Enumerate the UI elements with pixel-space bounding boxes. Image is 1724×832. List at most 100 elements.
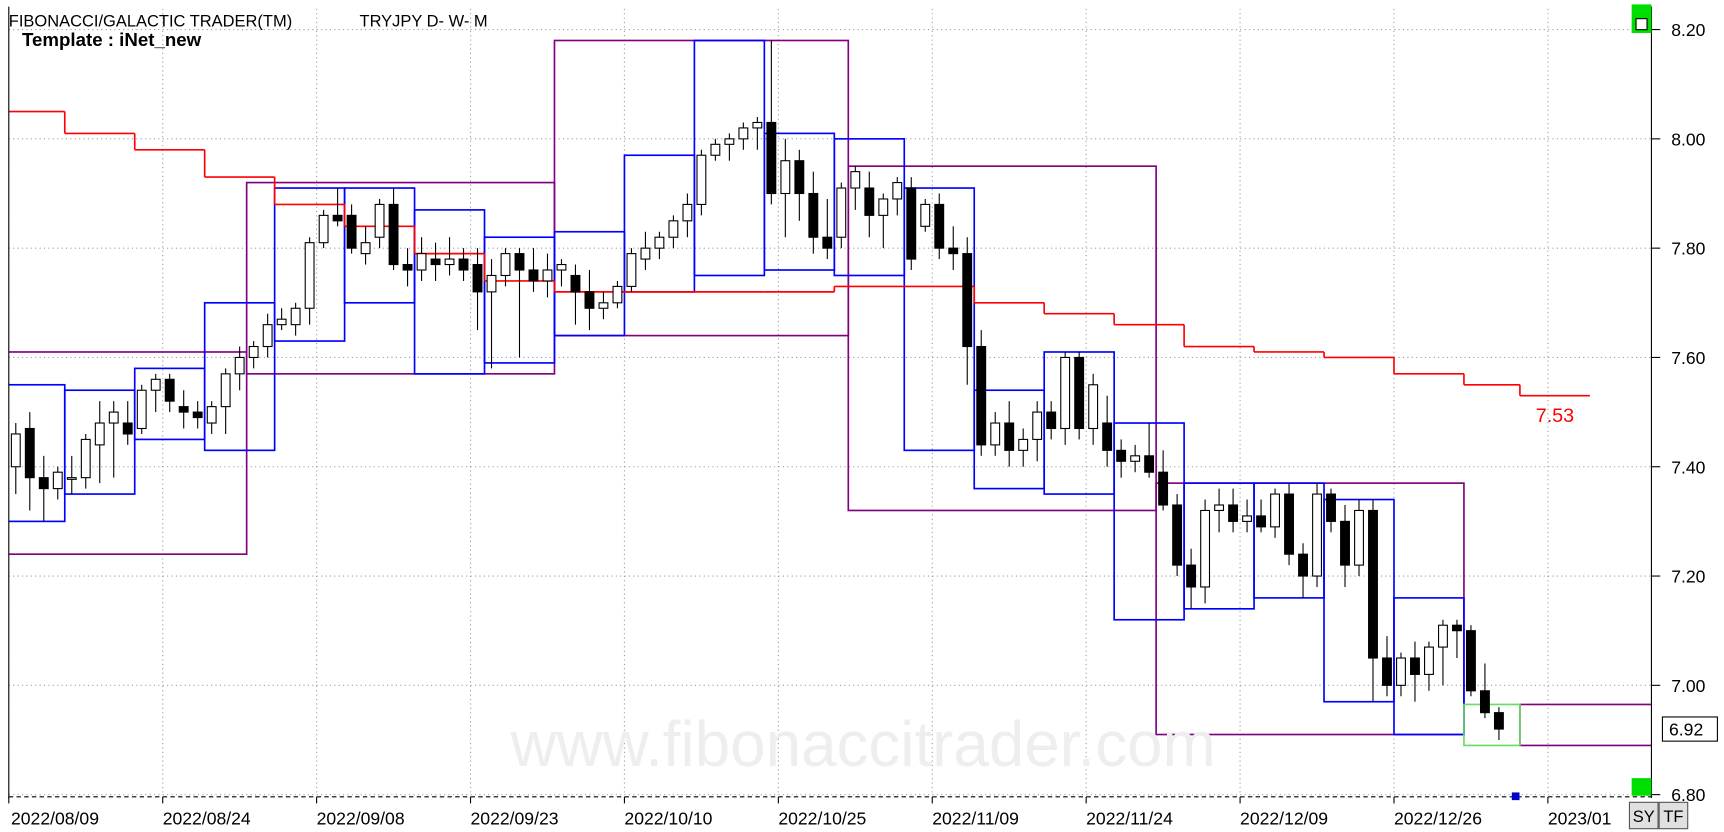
y-tick-label: 7.00	[1671, 676, 1705, 696]
candle-body	[584, 291, 595, 309]
candle-body	[598, 302, 609, 309]
candle-body	[1186, 564, 1197, 588]
weekly-box	[1393, 597, 1465, 736]
x-tick-label: 2022/11/09	[932, 808, 1019, 828]
candle-body	[836, 187, 847, 238]
candle-body	[430, 258, 441, 266]
candle-body	[696, 154, 707, 205]
candle-body	[486, 274, 497, 293]
candle-body	[990, 422, 1001, 446]
weekly-box	[1463, 703, 1521, 747]
candle-body	[458, 258, 469, 271]
candle-body	[1200, 509, 1211, 588]
x-tick-label: 2022/09/08	[317, 808, 405, 828]
top-indicator-icon	[1635, 18, 1648, 31]
candle-body	[1228, 504, 1239, 522]
candle-body	[570, 274, 581, 293]
candle-body	[444, 258, 455, 266]
candle-body	[360, 242, 371, 255]
y-tick-label: 7.40	[1671, 457, 1705, 477]
candle-body	[122, 422, 133, 435]
candle-body	[38, 477, 49, 490]
candle-body	[892, 182, 903, 200]
candle-body	[332, 214, 343, 222]
y-tick-label: 8.00	[1671, 129, 1705, 149]
candle-body	[1018, 438, 1029, 451]
candle-body	[1424, 646, 1434, 675]
y-tick-label: 7.20	[1671, 567, 1705, 587]
candle-body	[976, 345, 987, 446]
candle-body	[192, 411, 203, 419]
tf-button[interactable]	[1658, 801, 1689, 830]
candle-body	[1465, 630, 1476, 692]
candle-body	[808, 192, 819, 238]
x-tick-label: 2022/10/25	[778, 808, 866, 828]
candle-body	[1032, 411, 1043, 440]
last-price-label: 6.92	[1669, 720, 1703, 740]
x-tick-label: 2022/12/26	[1394, 808, 1482, 828]
x-tick-label: 2022/09/23	[471, 808, 559, 828]
candle-body	[1144, 455, 1155, 473]
chart-subtitle: TRYJPY D- W- M	[360, 12, 488, 30]
sy-button-label[interactable]: SY	[1633, 808, 1655, 826]
candle-body	[738, 127, 749, 140]
candle-body	[1368, 509, 1378, 659]
candle-body	[1060, 356, 1071, 430]
candle-body	[374, 203, 385, 238]
x-tick-label: 2022/12/09	[1240, 808, 1328, 828]
x-tick-label: 2022/10/10	[624, 808, 712, 828]
candle-body	[178, 406, 189, 413]
monthly-box	[847, 165, 1157, 512]
candle-body	[640, 247, 651, 260]
candle-body	[1074, 356, 1085, 430]
candle-body	[52, 471, 63, 490]
bottom-indicator	[1631, 778, 1652, 796]
candle-body	[514, 253, 525, 271]
weekly-box	[203, 301, 276, 452]
candle-body	[80, 438, 91, 479]
candle-body	[850, 171, 861, 189]
candle-body	[654, 236, 665, 249]
resistance-label: 7.53	[1536, 405, 1574, 427]
candle-body	[794, 160, 805, 195]
candle-body	[1004, 422, 1015, 451]
candle-body	[206, 406, 217, 424]
candle-body	[612, 285, 623, 304]
chart-title: FIBONACCI/GALACTIC TRADER(TM)	[9, 12, 292, 30]
candle-body	[164, 378, 175, 402]
candle-body	[668, 220, 679, 238]
weekly-box	[63, 389, 136, 495]
candle-body	[220, 373, 231, 408]
sy-button[interactable]	[1628, 801, 1659, 830]
x-tick-label: 2023/01	[1548, 808, 1612, 828]
tf-button-label[interactable]: TF	[1663, 808, 1683, 826]
y-tick-label: 6.80	[1671, 785, 1705, 805]
candle-body	[234, 356, 245, 375]
candle-body	[1256, 515, 1267, 528]
candle-body	[1270, 493, 1281, 528]
template-label: Template : iNet_new	[22, 29, 202, 50]
candle-body	[556, 263, 567, 271]
candle-body	[780, 160, 791, 195]
watermark: www.fibonaccitrader.com	[509, 708, 1215, 780]
monthly-box	[8, 351, 248, 556]
candle-body	[528, 269, 539, 282]
y-tick-label: 7.80	[1671, 239, 1705, 259]
candle-body	[290, 307, 301, 326]
candle-body	[10, 433, 21, 468]
candle-body	[1326, 493, 1336, 522]
candle-body	[1088, 384, 1099, 430]
y-tick-label: 7.60	[1671, 348, 1705, 368]
candle-body	[318, 214, 329, 244]
candle-body	[1479, 690, 1490, 714]
candle-body	[1410, 657, 1420, 675]
candle-body	[66, 477, 77, 480]
candle-body	[276, 318, 287, 326]
candle-body	[1172, 504, 1183, 566]
candle-body	[1493, 712, 1504, 730]
y-tick-label: 8.20	[1671, 20, 1705, 40]
candle-body	[626, 253, 637, 287]
candle-body	[1382, 657, 1392, 686]
candle-body	[262, 324, 273, 348]
